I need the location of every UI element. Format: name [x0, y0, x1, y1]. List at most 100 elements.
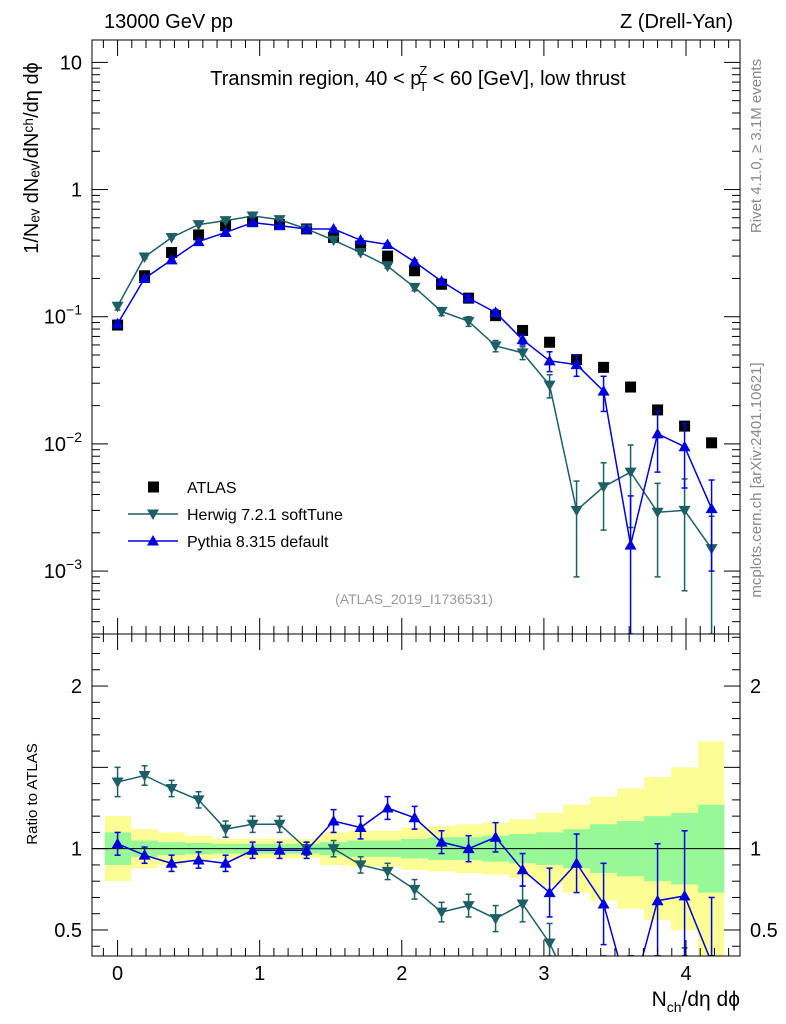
- legend-label: Pythia 8.315 default: [187, 534, 329, 551]
- herwig-point: [138, 252, 151, 263]
- pythia-point: [192, 235, 205, 247]
- herwig-ratio-point: [625, 973, 637, 984]
- ratio-series-group: [92, 741, 740, 1007]
- herwig-ratio-point: [408, 884, 421, 896]
- herwig-ratio-point: [381, 866, 394, 878]
- pythia-ratio-point: [111, 837, 124, 849]
- pythia-ratio-point: [570, 857, 583, 868]
- pythia-point: [138, 272, 151, 283]
- pythia-ratio-point: [543, 886, 556, 898]
- atlas-point: [544, 336, 556, 348]
- pythia-point: [462, 292, 475, 303]
- atlas-point: [382, 250, 394, 262]
- pythia-point: [354, 234, 367, 245]
- pythia-point: [624, 539, 637, 550]
- pythia-point: [219, 226, 232, 237]
- pythia-point: [246, 216, 259, 228]
- x-tick-label: 4: [680, 963, 691, 985]
- ratio-y-tick-label-left: 1: [71, 839, 82, 861]
- herwig-point: [192, 220, 205, 231]
- ratio-y-tick-label-left: 2: [71, 676, 82, 698]
- herwig-ratio-point: [543, 938, 556, 949]
- main-y-tick-label: 10: [60, 52, 82, 74]
- pythia-point: [543, 354, 556, 366]
- herwig-point: [354, 247, 367, 259]
- x-tick-label: 1: [254, 963, 265, 985]
- herwig-ratio-point: [219, 824, 232, 836]
- pythia-ratio-point: [651, 894, 664, 906]
- pythia-point: [165, 253, 178, 265]
- herwig-ratio-point: [165, 783, 178, 795]
- herwig-point: [381, 261, 394, 273]
- pythia-ratio-point: [597, 897, 610, 909]
- pythia-point: [651, 427, 664, 439]
- legend-entry: Pythia 8.315 default: [128, 534, 329, 551]
- legend: ATLAS Herwig 7.2.1 softTune Pythia 8.315 d…: [128, 480, 343, 551]
- pythia-point: [300, 222, 313, 234]
- pythia-point: [327, 222, 340, 234]
- pythia-point: [408, 255, 421, 267]
- pythia-point: [381, 238, 394, 249]
- atlas-point: [625, 381, 637, 393]
- legend-label: ATLAS: [187, 480, 237, 497]
- main-y-tick-base: 10: [44, 561, 66, 583]
- atlas-point: [409, 265, 421, 277]
- main-y-tick-label: 1: [71, 180, 82, 202]
- atlas-point: [706, 437, 718, 449]
- herwig-point: [543, 380, 556, 392]
- pythia-point: [111, 317, 124, 329]
- ratio-y-tick-label-right: 0.5: [750, 920, 778, 942]
- herwig-ratio-point: [327, 844, 340, 855]
- pythia-ratio-point: [516, 863, 529, 875]
- pythia-ratio-point: [219, 857, 232, 868]
- analysis-id: (ATLAS_2019_I1736531): [335, 591, 493, 607]
- x-tick-label: 3: [538, 963, 549, 985]
- pythia-point: [570, 358, 583, 370]
- herwig-ratio-point: [516, 899, 529, 910]
- pythia-point: [489, 306, 502, 317]
- herwig-point: [489, 341, 502, 352]
- herwig-ratio-point: [273, 819, 286, 831]
- pythia-ratio-point: [138, 849, 151, 860]
- main-y-tick-base: 10: [44, 307, 66, 329]
- pythia-ratio-point: [192, 854, 205, 865]
- herwig-point: [570, 505, 583, 517]
- herwig-point: [327, 235, 340, 247]
- legend-entry: ATLAS: [148, 480, 237, 497]
- legend-entry: Herwig 7.2.1 softTune: [128, 507, 343, 524]
- header-right: Z (Drell-Yan): [620, 11, 733, 33]
- pythia-ratio-point: [273, 844, 286, 855]
- atlas-point: [652, 404, 664, 416]
- atlas-point: [598, 361, 610, 373]
- pythia-ratio-point: [435, 836, 448, 847]
- herwig-point: [651, 507, 664, 519]
- pythia-ratio-point: [354, 821, 367, 833]
- herwig-ratio-point: [246, 819, 259, 831]
- herwig-ratio-point: [138, 770, 151, 782]
- pythia-ratio-point: [165, 857, 178, 868]
- legend-marker: [147, 535, 159, 546]
- herwig-ratio-point: [489, 914, 502, 925]
- ratio-y-tick-label-right: 2: [750, 676, 761, 698]
- herwig-point: [462, 316, 475, 328]
- herwig-ratio-point: [598, 987, 610, 998]
- ratio-y-tick-label-left: 0.5: [54, 920, 82, 942]
- pythia-ratio-point: [489, 831, 502, 842]
- ratio-y-axis-label: Ratio to ATLAS: [24, 743, 41, 844]
- herwig-point: [516, 348, 529, 359]
- herwig-point: [219, 216, 232, 227]
- pythia-point: [435, 275, 448, 286]
- main-y-tick-label: 10−1: [44, 302, 82, 329]
- atlas-point: [355, 240, 367, 252]
- pythia-point: [705, 502, 718, 514]
- pythia-ratio-point: [625, 996, 637, 1007]
- herwig-ratio-point: [354, 860, 367, 871]
- ratio-plot: 0 1 2 3 4 2 2 1 1 0.5 0.5: [54, 633, 778, 1007]
- main-y-tick-label: 10−3: [44, 556, 82, 583]
- main-y-tick-base: 10: [60, 52, 82, 74]
- pythia-ratio-point: [300, 844, 313, 855]
- herwig-point: [165, 232, 178, 244]
- x-tick-label: 0: [112, 963, 123, 985]
- ratio-y-tick-label-right: 1: [750, 839, 761, 861]
